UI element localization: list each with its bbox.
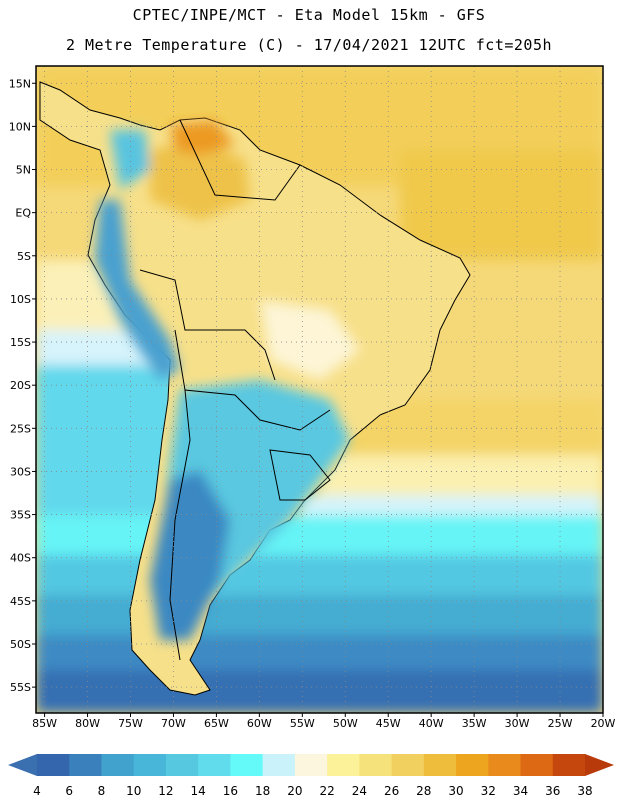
colorbar-low-arrow: [8, 754, 37, 776]
colorbar-swatch: [488, 754, 522, 776]
lat-label: 40S: [10, 552, 31, 565]
colorbar-label: 20: [287, 784, 302, 798]
lat-label: 35S: [10, 509, 31, 522]
colorbar-label: 14: [191, 784, 206, 798]
lon-label: 30W: [505, 717, 530, 730]
longitude-labels: 85W 80W 75W 70W 65W 60W 55W 50W 45W 40W 35W 30W 25W 2…: [32, 713, 616, 730]
lat-label: 5N: [16, 164, 31, 177]
colorbar-label: 6: [65, 784, 73, 798]
colorbar-label: 24: [352, 784, 367, 798]
colorbar-swatch: [69, 754, 102, 776]
lon-label: 70W: [161, 717, 186, 730]
colorbar-label: 12: [158, 784, 173, 798]
lat-label: EQ: [15, 207, 31, 220]
lon-label: 75W: [118, 717, 143, 730]
map-title: CPTEC/INPE/MCT - Eta Model 15km - GFS: [132, 6, 486, 24]
colorbar-label: 22: [319, 784, 334, 798]
lon-label: 60W: [247, 717, 272, 730]
lon-label: 55W: [290, 717, 315, 730]
lon-label: 20W: [591, 717, 616, 730]
lon-label: 45W: [376, 717, 401, 730]
colorbar-swatch: [294, 754, 328, 776]
colorbar-swatch: [359, 754, 393, 776]
colorbar-label: 8: [98, 784, 106, 798]
colorbar-swatch: [552, 754, 586, 776]
latitude-labels: 15N 10N 5N EQ 5S 10S 15S 20S 25S 30S 35S 40S 45S 50S 5…: [9, 77, 36, 694]
colorbar-label: 4: [33, 784, 41, 798]
colorbar-swatch: [198, 754, 231, 776]
lon-label: 35W: [462, 717, 487, 730]
colorbar-swatch: [230, 754, 264, 776]
colorbar-label: 34: [513, 784, 528, 798]
lat-label: 50S: [10, 638, 31, 651]
lat-label: 15S: [10, 336, 31, 349]
lat-label: 15N: [9, 77, 31, 90]
lat-label: 5S: [17, 250, 31, 263]
lon-label: 80W: [75, 717, 100, 730]
colorbar-high-arrow: [585, 754, 614, 776]
colorbar-swatch: [165, 754, 199, 776]
map-frame: [35, 65, 604, 714]
colorbar-swatch: [101, 754, 135, 776]
colorbar-swatch: [423, 754, 457, 776]
lat-label: 10S: [10, 293, 31, 306]
colorbar-swatch: [520, 754, 554, 776]
colorbar-swatch: [391, 754, 425, 776]
colorbar-swatch: [327, 754, 360, 776]
lat-label: 55S: [10, 681, 31, 694]
lat-label: 45S: [10, 595, 31, 608]
lat-label: 20S: [10, 379, 31, 392]
colorbar-swatch: [37, 754, 70, 776]
colorbar-swatch: [262, 754, 296, 776]
temperature-field: [36, 66, 603, 713]
colorbar-label: 36: [545, 784, 560, 798]
colorbar-label: 26: [384, 784, 399, 798]
lon-label: 25W: [548, 717, 573, 730]
colorbar-label: 38: [577, 784, 592, 798]
lat-label: 30S: [10, 465, 31, 478]
colorbar-label: 18: [255, 784, 270, 798]
colorbar-swatch: [133, 754, 167, 776]
colorbar-label: 28: [416, 784, 431, 798]
lon-label: 50W: [333, 717, 358, 730]
map-subtitle: 2 Metre Temperature (C) - 17/04/2021 12U…: [65, 36, 553, 54]
lat-label: 10N: [9, 120, 31, 133]
lon-label: 40W: [419, 717, 444, 730]
lon-label: 65W: [204, 717, 229, 730]
colorbar-label: 16: [223, 784, 238, 798]
colorbar-label: 10: [126, 784, 141, 798]
colorbar-swatch: [456, 754, 489, 776]
colorbar-label: 30: [448, 784, 463, 798]
lat-label: 25S: [10, 422, 31, 435]
colorbar-label: 32: [481, 784, 496, 798]
lon-label: 85W: [32, 717, 57, 730]
